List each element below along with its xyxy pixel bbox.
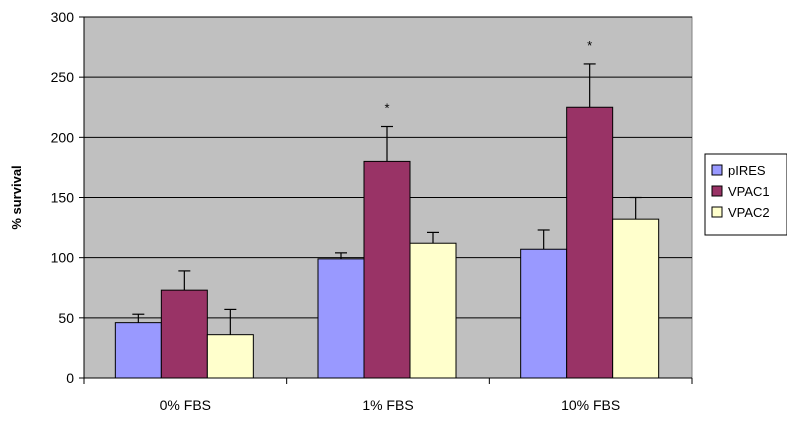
legend-swatch: [711, 206, 723, 218]
error-bars: [132, 63, 642, 335]
y-axis: 0 50 100 150 200 250 300: [51, 9, 85, 386]
bar-series: [114, 106, 660, 379]
x-axis: 0% FBS 1% FBS 10% FBS: [83, 377, 693, 413]
y-tick-label: 250: [51, 69, 75, 85]
y-tick-label: 50: [58, 310, 74, 326]
significance-marks: **: [384, 38, 592, 116]
significance-asterisk: *: [587, 38, 592, 53]
legend-swatch: [711, 164, 723, 176]
legend-swatch: [711, 185, 723, 197]
y-tick-label: 200: [51, 129, 75, 145]
x-tick-label: 0% FBS: [160, 397, 211, 413]
bar-vpac2-1: [206, 334, 254, 379]
bar-pires-1: [114, 322, 162, 379]
bar-vpac2-3: [612, 218, 660, 379]
bar-vpac1-1: [160, 289, 208, 379]
bar-vpac2-2: [409, 242, 457, 379]
bar-pires-2: [317, 258, 365, 379]
legend-label: VPAC1: [728, 184, 770, 199]
legend-label: pIRES: [728, 163, 766, 178]
x-tick-label: 10% FBS: [561, 397, 620, 413]
y-tick-label: 100: [51, 250, 75, 266]
y-tick-label: 300: [51, 9, 75, 25]
x-tick-label: 1% FBS: [362, 397, 413, 413]
y-axis-label: % survival: [9, 165, 24, 229]
legend: pIRES VPAC1 VPAC2: [704, 153, 787, 236]
significance-asterisk: *: [384, 101, 389, 116]
bar-pires-3: [520, 248, 568, 379]
y-tick-label: 150: [51, 190, 75, 206]
bar-vpac1-3: [566, 106, 614, 379]
y-tick-label: 0: [66, 370, 74, 386]
bar-vpac1-2: [363, 160, 411, 379]
legend-label: VPAC2: [728, 205, 770, 220]
